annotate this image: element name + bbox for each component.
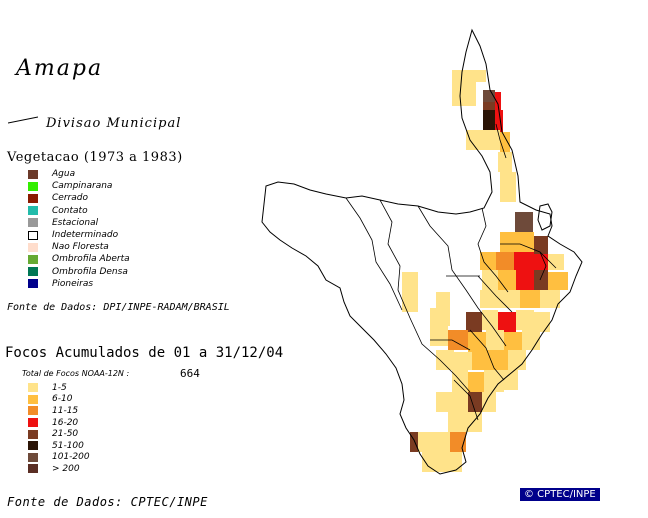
vegetation-source: Fonte de Dados: DPI/INPE-RADAM/BRASIL — [7, 302, 230, 313]
swatch — [28, 181, 38, 191]
legend-item-focos: > 200 — [28, 463, 90, 475]
total-focos-value: 664 — [180, 367, 200, 380]
swatch — [28, 267, 38, 277]
swatch — [28, 254, 38, 264]
credit-badge: © CPTEC/INPE — [520, 488, 600, 501]
legend-item-focos: 21-50 — [28, 428, 90, 440]
swatch — [28, 218, 38, 228]
map-title: Amapa — [16, 56, 104, 81]
legend-item-contato: Contato — [28, 205, 130, 217]
swatch — [28, 452, 38, 462]
swatch — [28, 383, 38, 393]
swatch — [28, 429, 38, 439]
focos-legend-title: Focos Acumulados de 01 a 31/12/04 — [5, 345, 284, 361]
legend-item-pioneiras: Pioneiras — [28, 278, 130, 290]
swatch — [28, 193, 38, 203]
legend-item-campinarana: Campinarana — [28, 180, 130, 192]
total-focos-label: Total de Focos NOAA-12N : — [22, 369, 130, 378]
vegetation-legend-title: Vegetacao (1973 a 1983) — [7, 150, 183, 165]
legend-item-ombrofila-aberta: Ombrofila Aberta — [28, 253, 130, 265]
legend-item-ombrofila-densa: Ombrofila Densa — [28, 266, 130, 278]
legend-item-focos: 101-200 — [28, 452, 90, 464]
island-boundary — [537, 203, 553, 231]
swatch — [28, 206, 38, 216]
fire-pixels — [402, 70, 568, 472]
focos-legend: 1-5 6-10 11-15 16-20 21-50 51-100 101-20… — [28, 382, 90, 475]
legend-item-indeterminado: Indeterminado — [28, 229, 130, 241]
swatch — [28, 406, 38, 416]
swatch — [28, 441, 38, 451]
vegetation-legend: Agua Campinarana Cerrado Contato Estacio… — [28, 168, 130, 290]
legend-item-focos: 6-10 — [28, 394, 90, 406]
swatch — [28, 279, 38, 289]
swatch — [28, 230, 38, 240]
division-line-symbol — [8, 116, 38, 124]
swatch — [28, 169, 38, 179]
legend-item-focos: 16-20 — [28, 417, 90, 429]
legend-item-nao-floresta: Nao Floresta — [28, 241, 130, 253]
swatch — [28, 394, 38, 404]
legend-item-focos: 51-100 — [28, 440, 90, 452]
legend-item-focos: 11-15 — [28, 405, 90, 417]
legend-item-agua: Agua — [28, 168, 130, 180]
legend-item-cerrado: Cerrado — [28, 192, 130, 204]
swatch — [28, 242, 38, 252]
legend-item-estacional: Estacional — [28, 217, 130, 229]
legend-item-focos: 1-5 — [28, 382, 90, 394]
focos-source: Fonte de Dados: CPTEC/INPE — [7, 495, 208, 509]
swatch — [28, 418, 38, 428]
state-boundary — [261, 28, 583, 475]
swatch — [28, 464, 38, 474]
municipal-divisions — [345, 123, 557, 421]
division-label: Divisao Municipal — [46, 116, 182, 131]
